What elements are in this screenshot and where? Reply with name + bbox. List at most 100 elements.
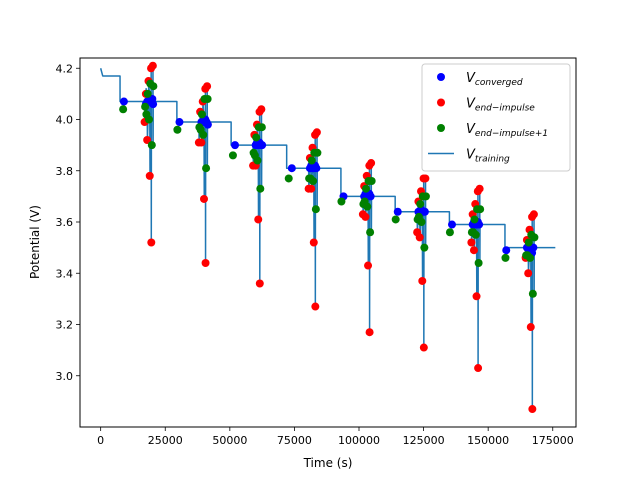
data-point-end_impulse xyxy=(526,323,535,332)
data-point-end_impulse_plus_1 xyxy=(257,123,266,132)
data-point-converged xyxy=(175,118,184,127)
data-point-end_impulse_plus_1 xyxy=(476,205,485,214)
data-point-end_impulse_plus_1 xyxy=(149,82,158,91)
data-point-end_impulse xyxy=(309,238,318,247)
data-point-converged xyxy=(420,207,429,216)
data-point-end_impulse_plus_1 xyxy=(501,253,510,262)
legend-entry-label: Vtraining xyxy=(466,148,510,165)
x-tick-label: 50000 xyxy=(212,434,247,447)
data-point-converged xyxy=(393,207,402,216)
data-point-end_impulse xyxy=(147,238,156,247)
data-point-end_impulse_plus_1 xyxy=(416,200,425,209)
data-point-end_impulse_plus_1 xyxy=(524,238,533,247)
legend: VconvergedVend−impulseVend−impulse+1Vtra… xyxy=(421,63,571,172)
data-point-end_impulse_plus_1 xyxy=(202,164,211,173)
data-point-end_impulse_plus_1 xyxy=(366,228,375,237)
data-point-end_impulse xyxy=(143,136,152,144)
x-tick-label: 150000 xyxy=(467,434,509,447)
data-point-end_impulse_plus_1 xyxy=(309,177,318,185)
data-point-end_impulse xyxy=(529,210,538,219)
legend-entry-subscript: training xyxy=(475,155,510,165)
x-axis-label: Time (s) xyxy=(303,456,353,470)
legend-entry-subscript: end−impulse+1 xyxy=(475,129,548,139)
legend-entry-label: Vend−impulse xyxy=(466,97,535,114)
y-tick-label: 4.2 xyxy=(56,62,74,75)
data-point-end_impulse_plus_1 xyxy=(363,202,372,211)
data-point-end_impulse_plus_1 xyxy=(119,105,128,114)
data-point-end_impulse xyxy=(474,364,483,373)
data-point-end_impulse_plus_1 xyxy=(474,259,483,267)
legend-entry-subscript: converged xyxy=(475,78,523,88)
data-point-end_impulse xyxy=(528,405,537,414)
x-tick-label: 25000 xyxy=(148,434,183,447)
data-point-end_impulse_plus_1 xyxy=(528,289,537,298)
legend-swatch-dot xyxy=(437,124,445,132)
x-tick-label: 175000 xyxy=(532,434,574,447)
data-point-end_impulse_plus_1 xyxy=(228,151,237,160)
data-point-end_impulse xyxy=(312,128,321,137)
data-point-end_impulse xyxy=(419,343,428,352)
data-point-converged xyxy=(529,243,538,252)
y-tick-label: 3.4 xyxy=(56,267,74,280)
data-point-converged xyxy=(149,100,158,109)
data-point-converged xyxy=(231,141,239,150)
data-point-end_impulse xyxy=(472,292,481,301)
data-point-end_impulse xyxy=(200,194,208,203)
data-point-end_impulse xyxy=(197,138,206,147)
legend-entry-label: Vconverged xyxy=(466,71,523,88)
data-point-converged xyxy=(203,120,212,129)
data-point-end_impulse_plus_1 xyxy=(361,184,370,193)
data-point-end_impulse xyxy=(367,159,376,168)
data-point-end_impulse xyxy=(201,259,210,267)
data-point-converged xyxy=(366,192,375,201)
data-point-end_impulse xyxy=(203,82,212,91)
legend-entry-base: V xyxy=(466,122,476,137)
legend-entry-base: V xyxy=(466,71,476,86)
data-point-end_impulse_plus_1 xyxy=(307,156,316,165)
data-point-end_impulse_plus_1 xyxy=(256,184,265,193)
data-point-end_impulse_plus_1 xyxy=(252,133,261,142)
data-point-end_impulse_plus_1 xyxy=(203,95,212,103)
data-point-end_impulse_plus_1 xyxy=(253,156,262,165)
x-tick-label: 100000 xyxy=(338,434,380,447)
data-point-end_impulse xyxy=(257,105,266,114)
y-tick-label: 3.0 xyxy=(56,370,74,383)
data-point-end_impulse_plus_1 xyxy=(391,215,400,224)
legend-entry-base: V xyxy=(466,148,476,163)
data-point-converged xyxy=(119,97,128,106)
data-point-converged xyxy=(287,164,296,173)
x-axis: 0 25000 50000 75000 100000 125000 150000 175000 xyxy=(97,427,574,447)
y-axis-label: Potential (V) xyxy=(28,205,42,279)
data-point-end_impulse_plus_1 xyxy=(284,174,293,183)
data-point-end_impulse_plus_1 xyxy=(173,125,182,134)
data-point-end_impulse_plus_1 xyxy=(141,102,150,111)
data-point-end_impulse xyxy=(415,233,424,242)
data-point-end_impulse xyxy=(361,212,370,221)
data-point-converged xyxy=(312,164,321,173)
x-tick-label: 125000 xyxy=(403,434,445,447)
data-point-end_impulse xyxy=(418,276,427,285)
data-point-end_impulse_plus_1 xyxy=(199,130,208,139)
legend-entry-subscript: end−impulse xyxy=(475,104,535,114)
data-point-converged xyxy=(502,246,511,255)
series-layer xyxy=(99,61,556,414)
data-point-converged xyxy=(448,220,456,229)
data-point-end_impulse xyxy=(364,261,373,270)
y-tick-label: 4.0 xyxy=(56,114,74,127)
data-point-end_impulse_plus_1 xyxy=(530,233,539,242)
data-point-end_impulse xyxy=(254,215,263,224)
data-point-end_impulse xyxy=(524,269,533,278)
data-point-end_impulse xyxy=(148,61,157,70)
data-point-end_impulse_plus_1 xyxy=(143,89,152,98)
data-point-end_impulse xyxy=(365,328,374,337)
data-point-end_impulse_plus_1 xyxy=(445,228,454,237)
x-tick-label: 75000 xyxy=(277,434,312,447)
y-tick-label: 3.8 xyxy=(56,165,74,178)
data-point-end_impulse_plus_1 xyxy=(417,218,426,226)
data-point-end_impulse_plus_1 xyxy=(311,205,320,214)
y-tick-label: 3.6 xyxy=(56,216,74,229)
data-point-end_impulse xyxy=(475,184,484,193)
series-points-end_impulse_plus_1 xyxy=(119,79,539,298)
data-point-end_impulse xyxy=(255,279,264,288)
